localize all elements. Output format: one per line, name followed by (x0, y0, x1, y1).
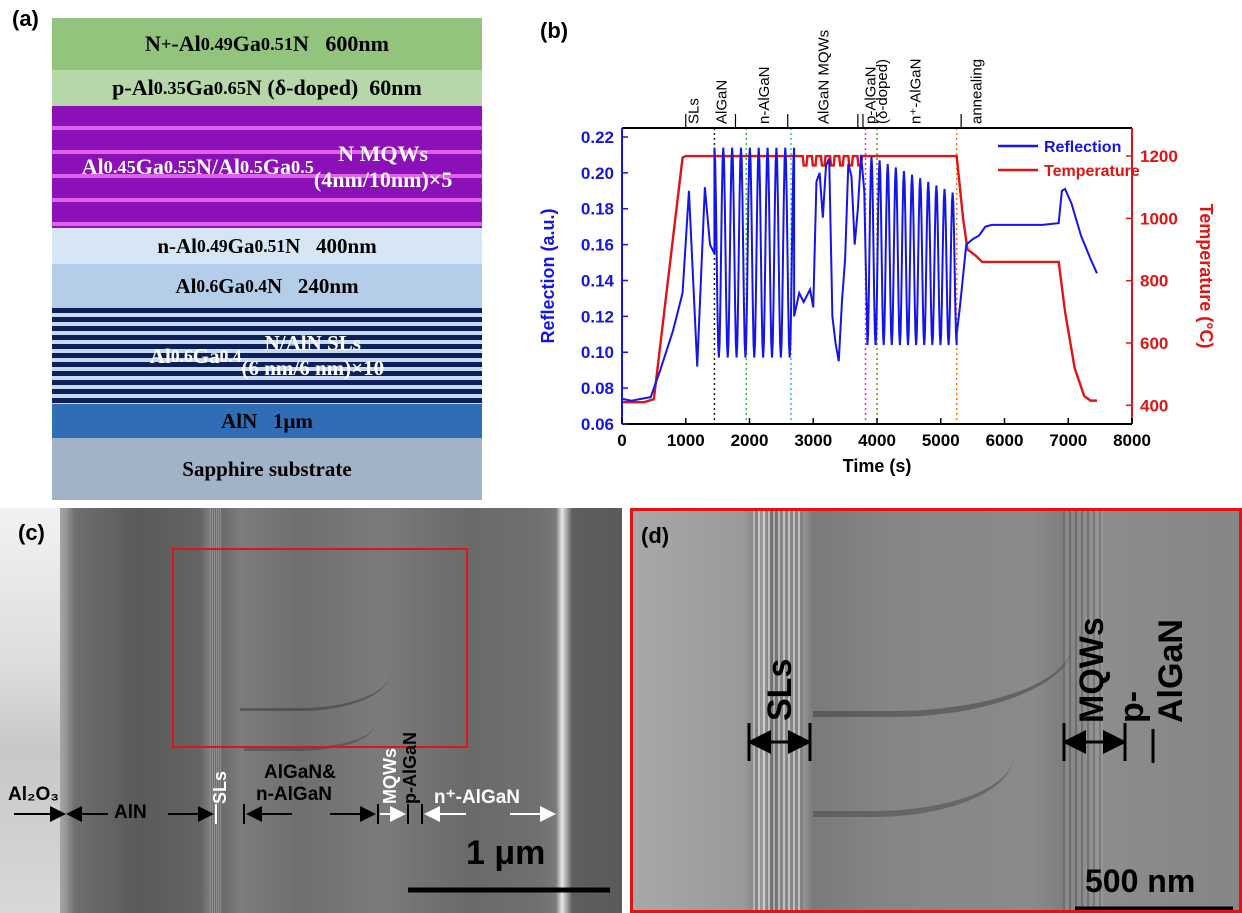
y-left-tick-label: 0.10 (581, 343, 614, 362)
y-right-tick-label: 600 (1140, 334, 1168, 353)
stage-label: AlGaN MQWs (815, 30, 832, 124)
layer-sapphire: Sapphire substrate (52, 438, 482, 500)
layer-algan-240: Al 0.6 Ga 0.4 N 240nm (52, 264, 482, 308)
y-left-tick-label: 0.16 (581, 236, 614, 255)
sem-image-d: (d) SLs MQWs p-AlGaN 500 nm (630, 508, 1242, 913)
label-mqws: MQWs (380, 748, 400, 804)
layer-p-algan: p-Al 0.35 Ga 0.65 N (δ-doped) 60nm (52, 70, 482, 106)
y-left-tick-label: 0.14 (581, 271, 615, 290)
stage-label: n⁺-AlGaN (907, 59, 924, 124)
panel-c-label: (c) (18, 520, 45, 545)
stage-label: (δ-doped) (874, 59, 891, 124)
sls-band (753, 511, 803, 910)
x-tick-label: 5000 (922, 431, 960, 450)
x-tick-label: 3000 (794, 431, 832, 450)
temperature-line (622, 154, 1097, 404)
layer-n-plus-algan: N + -Al 0.49 Ga 0.51 N 600nm (52, 18, 482, 70)
layer-stack: N + -Al 0.49 Ga 0.51 N 600nm p-Al 0.35 Ga 0.65 N (… (52, 18, 482, 500)
x-tick-label: 6000 (986, 431, 1024, 450)
label-sls-d: SLs (761, 658, 799, 721)
y-right-axis-label: Temperature (°C) (1196, 204, 1216, 349)
stage-label: SLs (685, 98, 702, 124)
sapphire-region (0, 508, 60, 913)
defect-line (244, 708, 374, 751)
stage-label: p-AlGaN (863, 66, 880, 124)
label-sls: SLs (210, 770, 230, 804)
legend-entry: Reflection (1044, 139, 1121, 156)
y-right-tick-label: 1000 (1140, 209, 1178, 228)
layer-n-algan: n-Al 0.49 Ga 0.51 N 400nm (52, 228, 482, 264)
y-left-tick-label: 0.18 (581, 200, 614, 219)
label-algan-line1: AlGaN& (264, 762, 336, 783)
y-right-tick-label: 400 (1140, 396, 1168, 415)
layer-aln: AlN 1μm (52, 404, 482, 438)
y-left-tick-label: 0.06 (581, 415, 614, 434)
reflection-temperature-chart: SLs AlGaN n-AlGaN AlGaN MQWs p-AlGaN(δ-doped… (538, 30, 1216, 476)
x-tick-label: 7000 (1049, 431, 1087, 450)
sem-c-annotations (14, 804, 610, 893)
panel-b-label: (b) (540, 18, 569, 43)
y-left-axis-label: Reflection (a.u.) (538, 208, 558, 343)
y-left-tick-label: 0.20 (581, 164, 614, 183)
y-right-tick-label: 800 (1140, 272, 1168, 291)
stage-label: n-AlGaN (756, 66, 773, 124)
defect-line (813, 731, 1013, 817)
y-left-tick-label: 0.08 (581, 379, 614, 398)
x-tick-label: 1000 (667, 431, 705, 450)
sem-image-c: (c) Al₂O₃ AlN SLs AlGaN& n-AlGaN MQWs p-… (0, 508, 622, 913)
x-tick-label: 8000 (1113, 431, 1151, 450)
legend-entry: Temperature (1044, 163, 1140, 180)
label-algan-line2: n-AlGaN (256, 784, 332, 805)
stage-label: annealing (968, 59, 985, 124)
sem-d-annotations (747, 723, 1233, 910)
layer-sls: Al 0.6 Ga 0.4 N/AlN SLs (6 nm/6 nm)×10 (52, 308, 482, 404)
y-left-tick-label: 0.22 (581, 128, 614, 147)
mqws-band (1063, 511, 1103, 910)
x-axis-label: Time (s) (843, 456, 912, 476)
panel-d-label: (d) (641, 523, 670, 548)
x-tick-label: 0 (617, 431, 626, 450)
scale-label-d: 500 nm (1085, 863, 1196, 899)
stage-label: AlGaN (713, 80, 730, 124)
reflection-line (621, 147, 1098, 402)
label-mqws-d: MQWs (1073, 617, 1111, 723)
layer-mqws: Al 0.45 Ga 0.55 N/Al 0.5 Ga 0.5 N MQWs (4nm/10nm)… (52, 106, 482, 228)
x-tick-label: 2000 (731, 431, 769, 450)
zoom-region-box (172, 548, 468, 748)
label-al2o3: Al₂O₃ (8, 784, 60, 805)
label-palgan: p-AlGaN (400, 732, 420, 804)
panel-a-label: (a) (12, 6, 39, 31)
x-tick-label: 4000 (858, 431, 896, 450)
scale-label-c: 1 μm (466, 834, 546, 872)
label-nplus-algan: n⁺-AlGaN (434, 787, 521, 808)
label-palgan-d: p-AlGaN (1113, 619, 1190, 723)
label-aln: AlN (114, 802, 147, 823)
y-right-tick-label: 1200 (1140, 147, 1178, 166)
y-left-tick-label: 0.12 (581, 307, 614, 326)
